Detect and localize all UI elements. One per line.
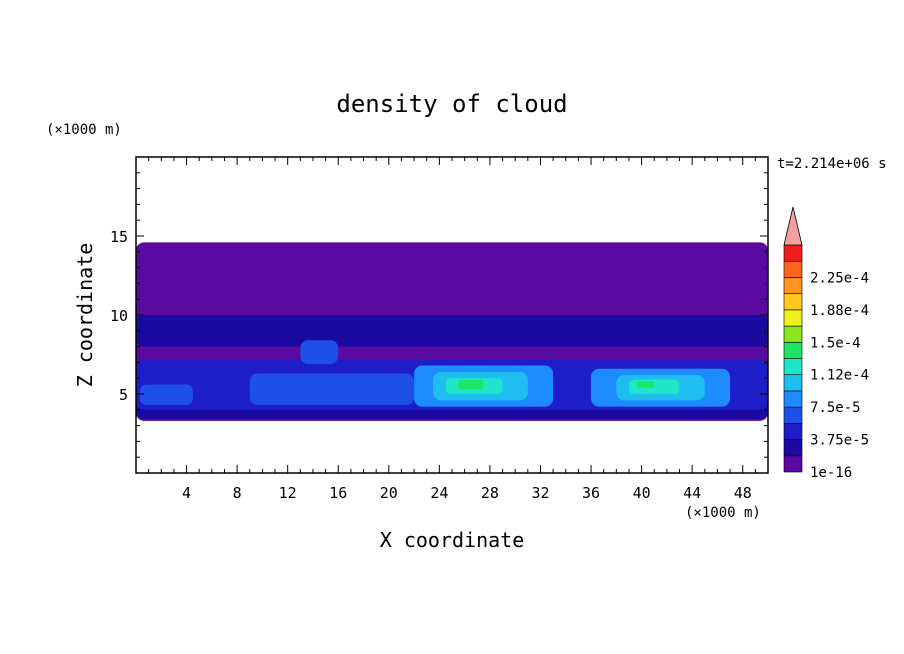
colorbar-segment (783, 244, 803, 262)
time-label: t=2.214e+06 s (777, 156, 887, 172)
colorbar: 1e-16 3.75e-5 7.5e-5 1.12e-4 1.5e-4 1.88e-4 2.… (783, 206, 869, 481)
colorbar-label: 2.25e-4 (810, 270, 869, 286)
x-unit-label: (×1000 m) (685, 505, 761, 521)
colorbar-segment (783, 439, 803, 457)
contour-region-peak-c (636, 381, 655, 388)
x-tick-label: 24 (430, 484, 448, 502)
colorbar-segment (783, 309, 803, 327)
colorbar-segment (783, 455, 803, 473)
colorbar-label: 1.12e-4 (810, 368, 869, 384)
x-tick-label: 20 (380, 484, 398, 502)
colorbar-label: 1.88e-4 (810, 303, 869, 319)
x-axis-title: X coordinate (380, 528, 525, 552)
y-unit-label: (×1000 m) (46, 122, 122, 138)
x-tick-label: 28 (481, 484, 499, 502)
y-axis-title: Z coordinate (73, 243, 97, 388)
x-tick-label: 40 (633, 484, 651, 502)
colorbar-segment (783, 423, 803, 440)
colorbar-segment (783, 358, 803, 376)
x-tick-label: 16 (329, 484, 347, 502)
colorbar-segment (783, 374, 803, 392)
colorbar-label: 1e-16 (810, 465, 852, 481)
y-tick-label: 10 (110, 307, 128, 325)
colorbar-segment (783, 293, 803, 311)
x-tick-label: 44 (683, 484, 701, 502)
x-tick-label: 8 (233, 484, 242, 502)
y-axis: 5 10 15 (110, 172, 768, 458)
chart-title: density of cloud (336, 90, 567, 118)
y-tick-label: 5 (119, 386, 128, 404)
contour-region-upper-band (136, 315, 768, 347)
x-tick-label: 36 (582, 484, 600, 502)
x-tick-label: 48 (734, 484, 752, 502)
colorbar-label: 1.5e-4 (810, 335, 861, 351)
y-tick-label: 15 (110, 228, 128, 246)
contour-region-peak-b (458, 379, 484, 390)
x-tick-label: 4 (182, 484, 191, 502)
contour-region-core-a (249, 373, 415, 406)
colorbar-label: 3.75e-5 (810, 433, 869, 449)
colorbar-segment (783, 341, 803, 359)
colorbar-segment (783, 390, 803, 408)
colorbar-segment (783, 277, 803, 294)
contour-fill (136, 242, 768, 421)
x-tick-label: 12 (279, 484, 297, 502)
colorbar-segment (783, 325, 803, 343)
x-tick-label: 32 (531, 484, 549, 502)
colorbar-segment (783, 406, 803, 424)
contour-region-left-core (139, 384, 193, 406)
colorbar-overflow-arrow (783, 206, 803, 246)
colorbar-segment (783, 260, 803, 278)
contour-region-core-c-hot (628, 379, 680, 394)
colorbar-label: 7.5e-5 (810, 400, 861, 416)
contour-region-patch-14 (300, 340, 339, 364)
x-axis: 4 8 12 16 20 24 28 32 36 40 44 48 (148, 157, 756, 502)
